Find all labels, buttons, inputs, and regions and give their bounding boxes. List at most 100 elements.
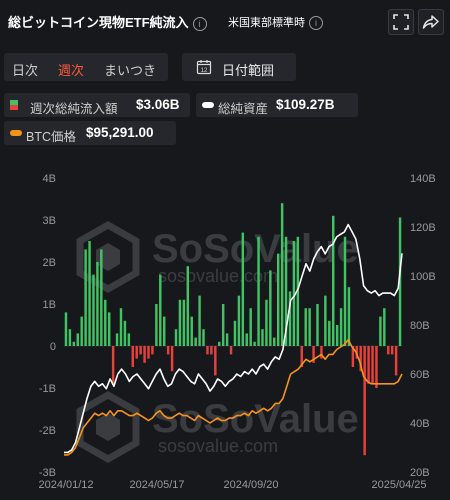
y-left-tick-label: 1B [43,299,56,311]
flow-bar [111,346,115,384]
flow-bar [328,320,331,346]
share-icon [422,15,439,29]
legend-btc[interactable]: BTC価格 $95,291.00 [4,121,176,145]
watermark-brand: SoSoValue [152,227,359,271]
flow-bar [198,295,201,346]
flow-bar [347,287,351,346]
flow-bar [304,308,307,346]
flow-bar [163,316,166,346]
flow-bar [174,329,178,346]
date-range-label: 日付範囲 [222,63,275,78]
flow-bar [363,346,366,456]
flow-bar [202,329,205,346]
x-tick-label: 2024/09/20 [223,479,278,491]
y-right-tick-label: 20B [410,467,430,479]
flow-bar [92,274,95,346]
legend-flow-label: 週次総純流入額 [30,102,118,116]
period-tabs: 日次 週次 まいつき [4,53,168,81]
flow-bar [182,299,186,346]
flow-bar [170,346,174,372]
date-range-button[interactable]: 12 日付範囲 [182,53,296,81]
legend-btc-label: BTC価格 [26,130,77,144]
flow-bar [280,203,284,346]
flow-bar [343,236,347,346]
flow-bar [194,337,197,346]
flow-bar [119,308,123,346]
legend-flow[interactable]: 週次総純流入額 $3.06B [4,93,190,117]
tab-daily[interactable]: 日次 [12,63,39,78]
y-axis-left: 4B 3B 2B 1B 0 -1B -2B -3B [39,173,402,479]
flow-bar [159,274,162,346]
legend-assets[interactable]: 総純資産 $109.27B [196,93,358,117]
flow-bar [229,346,233,355]
flow-bar [383,308,386,346]
y-right-tick-label: 80B [410,320,430,332]
y-left-tick-label: 3B [43,215,56,227]
flow-bar [249,308,252,346]
flow-bar [273,337,276,346]
flow-bar [316,304,319,346]
watermark: SoSoValue sosovalue.com SoSoValue sosova… [76,220,359,464]
tab-weekly[interactable]: 週次 [58,63,85,78]
x-axis: 2024/01/12 2024/05/17 2024/09/20 2025/04/25 [38,479,426,491]
flow-bar [186,266,190,346]
flow-bar [115,333,119,346]
flow-bar [359,346,362,372]
flow-bar [221,304,225,346]
x-tick-label: 2025/04/25 [371,479,426,491]
flow-bar [100,249,103,346]
info-icon[interactable]: i [192,16,207,31]
calendar-icon-day: 12 [201,68,208,74]
price-lines [64,223,403,456]
flow-bar [147,346,150,359]
flow-bar [284,236,288,346]
y-left-tick-label: 2B [43,257,56,269]
tab-monthly[interactable]: まいつき [104,63,157,78]
flow-bar [123,320,127,346]
y-right-tick-label: 40B [410,418,430,430]
flow-bar [178,299,182,346]
watermark-logo-icon [76,220,140,294]
btc-swatch-icon [10,130,22,136]
flow-bar [76,333,79,346]
y-left-tick-label: 4B [43,173,56,185]
y-left-tick-label: -2B [39,425,56,437]
flow-bar [88,241,91,346]
x-tick-label: 2024/01/12 [38,479,93,491]
flow-bar [367,346,370,384]
flow-bar [214,346,217,376]
fullscreen-button[interactable] [388,9,414,35]
flow-bar [155,304,158,346]
y-right-tick-label: 100B [410,271,436,283]
legend-assets-label: 総純資産 [218,102,269,116]
flow-bar [339,308,343,346]
flow-bar [332,215,335,346]
flow-bar [300,346,303,367]
flow-bar [104,299,107,346]
timezone-label: 米国東部標準時 i [228,14,323,31]
flow-bar [225,333,229,346]
flow-bar [308,308,311,346]
flow-bar [265,299,268,346]
flow-bar [390,346,394,355]
flow-bar [387,346,390,355]
flow-bar [127,333,131,346]
y-right-tick-label: 120B [410,222,436,234]
total-assets-line [64,223,403,454]
flow-bar [375,346,378,388]
flow-bar [312,346,315,363]
flow-bar [394,346,398,376]
flow-bar [241,232,245,346]
share-button[interactable] [418,9,444,35]
assets-swatch-icon [202,102,214,108]
flow-bar [288,291,292,346]
flow-bar [190,316,193,346]
calendar-icon: 12 [196,60,212,75]
flow-bar [351,346,355,367]
flow-bar [84,249,87,346]
timezone-info-icon[interactable]: i [309,16,323,31]
flow-bar [206,346,209,355]
flow-bar [143,346,146,363]
watermark-brand-2: SoSoValue [152,397,359,441]
flow-bar [151,346,154,355]
